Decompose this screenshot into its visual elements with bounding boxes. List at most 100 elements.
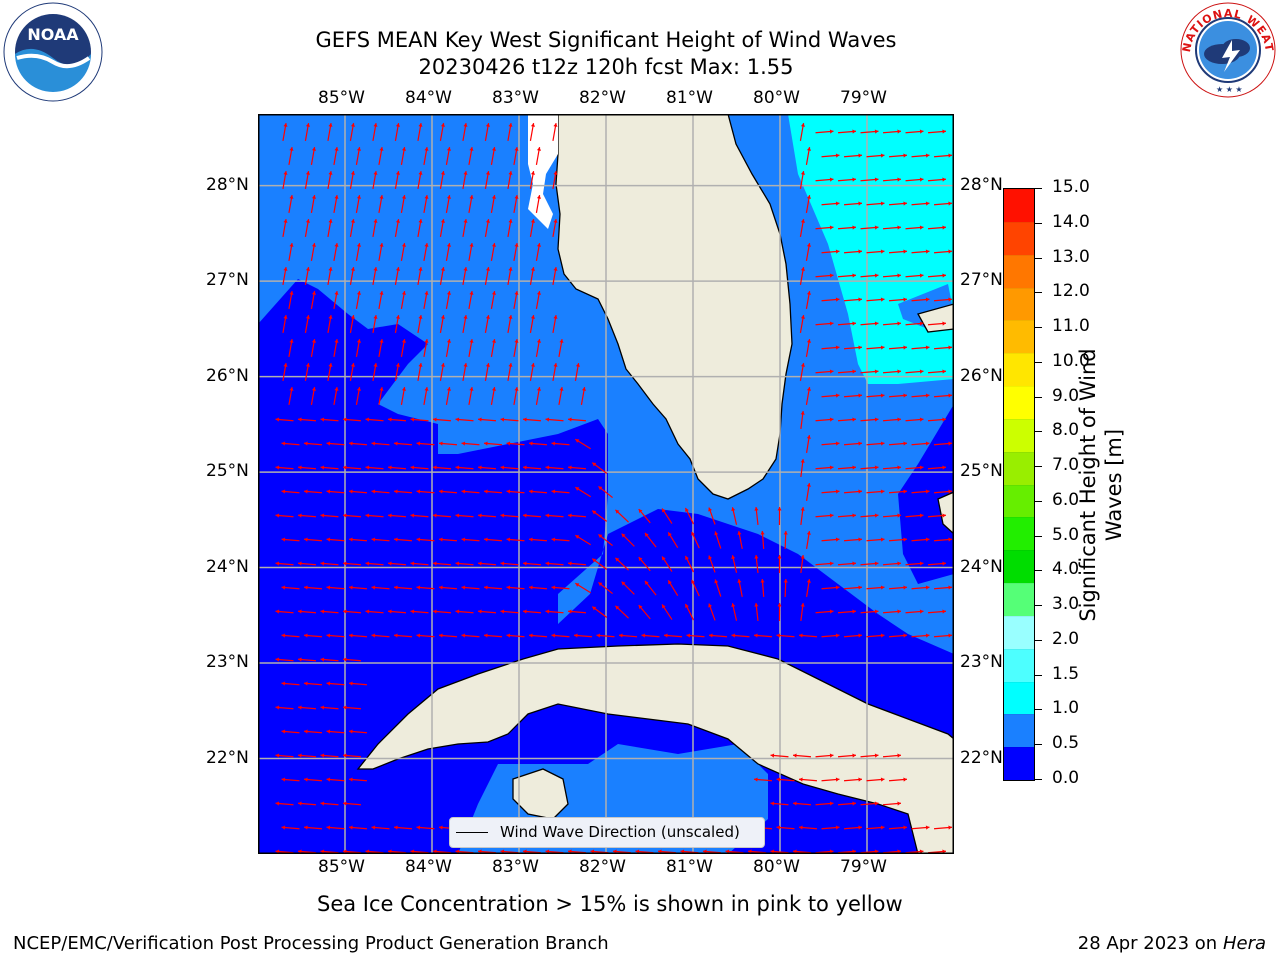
wind-arrow-head [545, 465, 550, 470]
wind-arrow-head [311, 243, 316, 247]
wind-arrow-head [806, 387, 811, 391]
wind-arrow-head [708, 507, 713, 512]
wind-arrow-head [530, 171, 535, 175]
wind-arrow-head [829, 129, 834, 134]
wind-arrow-head [373, 123, 378, 127]
wind-arrow-head [356, 147, 361, 151]
wind-arrow-head [793, 801, 797, 806]
lat-label-left: 28°N [206, 174, 249, 195]
wind-arrow-head [365, 465, 370, 470]
wind-arrow-head [551, 585, 556, 590]
lat-label-right: 22°N [960, 747, 1003, 768]
wind-arrow-head [592, 558, 597, 563]
wind-arrow-head [304, 633, 308, 638]
wind-arrow-head [760, 531, 765, 535]
wind-arrow-head [897, 801, 901, 806]
wind-arrow-head [897, 225, 901, 230]
colorbar-tick-mark [1035, 535, 1042, 537]
wind-arrow-head [281, 441, 286, 446]
wind-arrow-head [553, 171, 558, 175]
wind-arrow-head [829, 417, 834, 422]
wind-arrow-head [858, 153, 862, 158]
wind-arrow-head [858, 393, 862, 398]
wind-arrow-head [925, 297, 930, 302]
colorbar-tick-mark [1035, 570, 1042, 572]
wind-arrow-head [858, 297, 862, 302]
wind-arrow-head [919, 609, 924, 614]
wind-arrow-head [461, 441, 466, 446]
wind-arrow-head [388, 609, 392, 614]
noaa-logo-text: NOAA [27, 25, 79, 44]
wind-arrow-head [925, 393, 930, 398]
wind-arrow-head [298, 801, 302, 806]
wind-arrow-head [919, 369, 924, 374]
wind-arrow-head [553, 363, 558, 367]
wind-arrow-head [416, 585, 421, 590]
wind-arrow-head [638, 605, 643, 610]
wind-arrow-head [806, 195, 811, 199]
wind-arrow-head [880, 201, 885, 206]
colorbar-tick-mark [1035, 361, 1042, 363]
wind-arrow-head [298, 465, 302, 470]
wind-arrow-head [686, 633, 691, 638]
wind-arrow-head [439, 441, 443, 446]
wind-arrow-head [852, 129, 856, 134]
wind-arrow-head [298, 417, 302, 422]
wind-arrow-head [506, 489, 511, 494]
wind-arrow-head [925, 345, 930, 350]
wind-arrow-head [379, 195, 384, 199]
wind-arrow-head [298, 513, 302, 518]
wind-arrow-head [410, 561, 415, 566]
wind-arrow-head [371, 633, 376, 638]
wind-arrow-head [485, 363, 490, 367]
wind-arrow-head [424, 291, 429, 295]
wind-arrow-head [275, 801, 280, 806]
wind-arrow-head [568, 465, 572, 470]
wind-arrow-head [275, 657, 280, 662]
wind-arrow-head [305, 315, 310, 319]
wind-arrow-head [641, 633, 646, 638]
wind-arrow-head [925, 633, 930, 638]
wind-arrow-head [858, 537, 862, 542]
wind-arrow-head [919, 561, 924, 566]
wind-arrow-head [311, 147, 316, 151]
wind-arrow-head [506, 585, 511, 590]
colorbar-segment [1004, 648, 1034, 682]
colorbar-tick-mark [1035, 292, 1042, 294]
wind-arrow-head [551, 441, 556, 446]
wind-arrow-head [644, 532, 649, 537]
wind-arrow-head [770, 801, 775, 806]
wind-arrow-head [508, 363, 513, 367]
wind-arrow-head [829, 465, 834, 470]
wind-arrow-head [568, 513, 572, 518]
wind-arrow-head [874, 609, 879, 614]
wind-arrow-head [880, 777, 885, 782]
wind-arrow-head [455, 465, 460, 470]
wind-arrow-head [275, 513, 280, 518]
wind-arrow-head [440, 267, 445, 271]
wind-arrow-head [281, 537, 286, 542]
wind-arrow-head [835, 537, 840, 542]
wind-arrow-head [852, 321, 856, 326]
wind-arrow-head [897, 369, 901, 374]
wind-arrow-head [536, 291, 541, 295]
wind-arrow-head [754, 633, 758, 638]
wind-arrow-head [530, 219, 535, 223]
wind-arrow-head [880, 345, 885, 350]
wind-arrow-head [776, 633, 781, 638]
wind-arrow-head [529, 633, 533, 638]
wind-arrow-head [508, 123, 513, 127]
wind-arrow-head [919, 273, 924, 278]
colorbar-segment [1004, 747, 1034, 780]
wind-arrow-head [446, 243, 451, 247]
wind-arrow-head [536, 339, 541, 343]
colorbar-tick-mark [1035, 396, 1042, 398]
wind-arrow-head [925, 441, 930, 446]
wind-arrow-head [731, 507, 736, 512]
wind-arrow-head [439, 825, 443, 830]
wind-arrow-head [418, 267, 423, 271]
wind-arrow-head [874, 513, 879, 518]
wind-arrow-head [379, 147, 384, 151]
wind-arrow-head [638, 509, 643, 514]
wind-arrow-head [880, 585, 885, 590]
